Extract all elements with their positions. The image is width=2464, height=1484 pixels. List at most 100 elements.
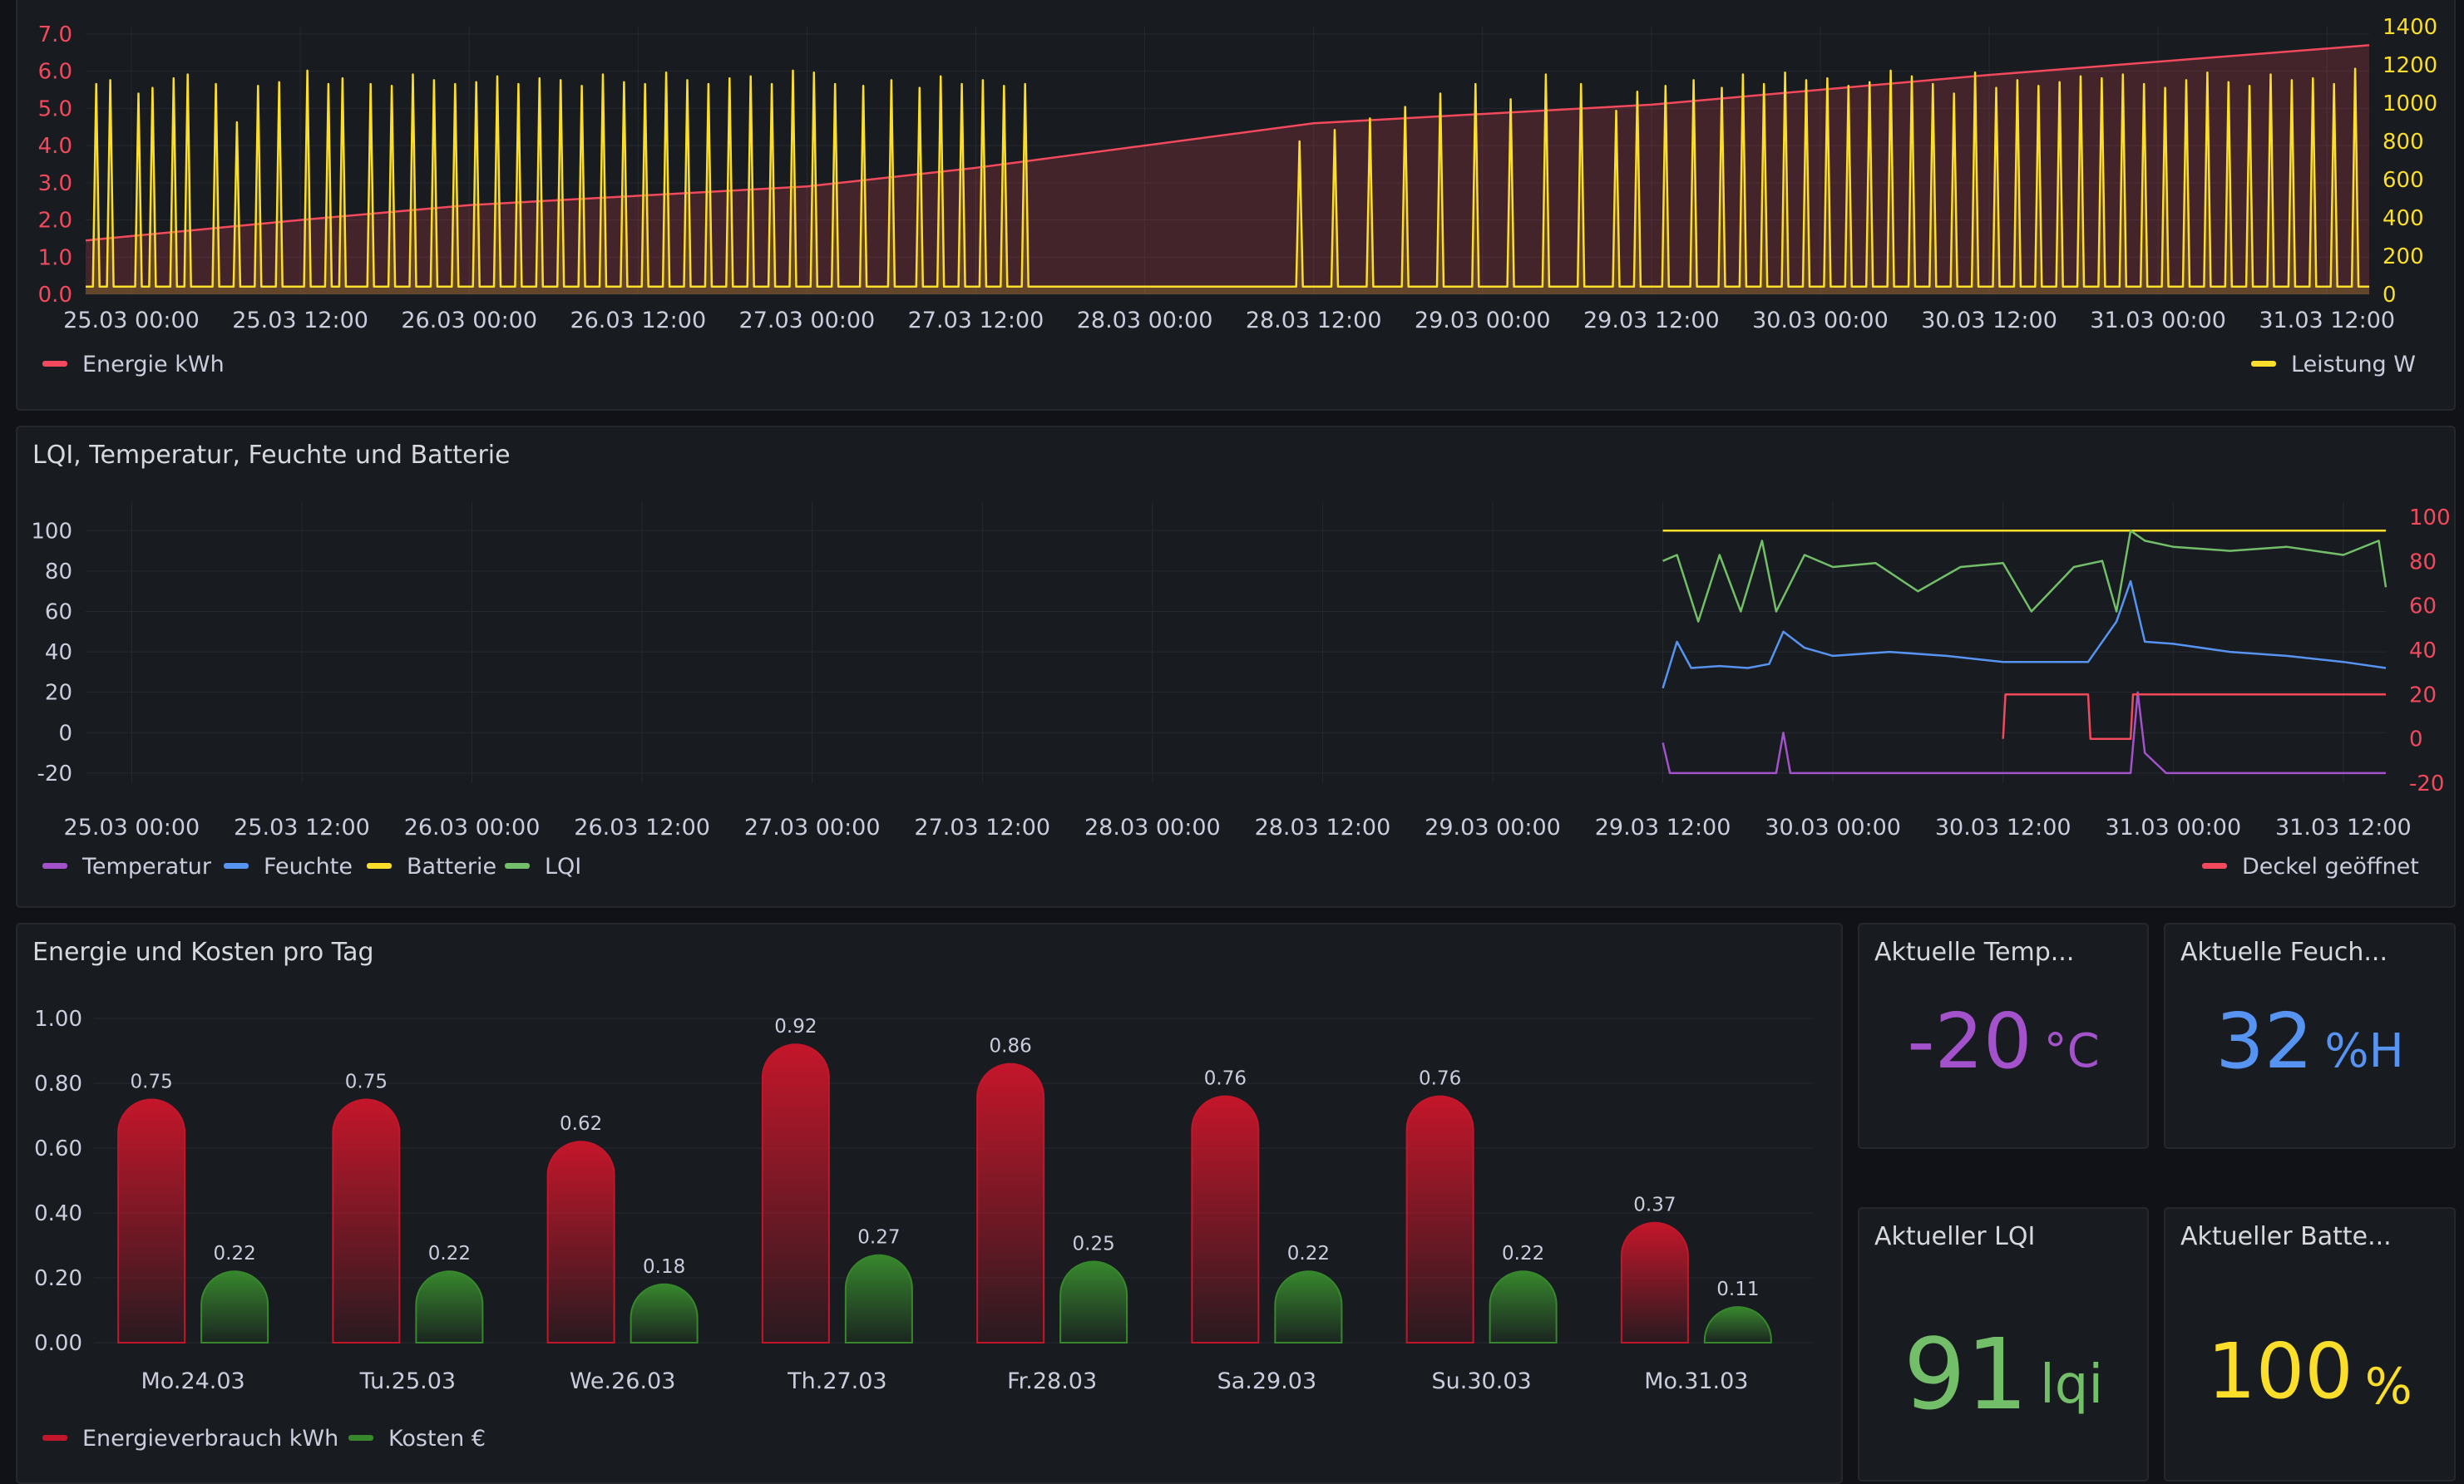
- lqi-chart: -20 0 20 40 60 80 100 -20 0 20 40 60 80 100 25.03 00:0…: [31, 502, 2451, 880]
- x-tick-label: 26.03 12:00: [574, 815, 710, 841]
- stat-title: Aktueller LQI: [1874, 1222, 2036, 1251]
- legend-label: Batterie: [407, 854, 496, 880]
- stat-value: 100: [2207, 1327, 2353, 1416]
- y-tick-label-left: -20: [37, 762, 72, 786]
- bar-value-label: 0.22: [214, 1243, 256, 1265]
- series-line: [1662, 691, 2386, 775]
- cost-bar: [1703, 1306, 1772, 1343]
- y-tick-label: 0.40: [34, 1201, 82, 1226]
- x-tick-label: 27.03 00:00: [744, 815, 881, 841]
- legend-label: Energieverbrauch kWh: [82, 1426, 338, 1452]
- x-tick-label: 28.03 12:00: [1255, 815, 1391, 841]
- bar-value-label: 0.22: [1502, 1243, 1544, 1265]
- bar-value-label: 0.18: [643, 1256, 685, 1278]
- energy-power-panel: 0.0 1.0 2.0 3.0 4.0 5.0 6.0 7.0 0 200 400 600 800 100…: [16, 0, 2456, 411]
- legend-swatch: [42, 1435, 67, 1441]
- x-tick-label: 29.03 00:00: [1425, 815, 1561, 841]
- lqi-panel: LQI, Temperatur, Feuchte und Batterie -2…: [16, 426, 2456, 908]
- x-tick-label: 31.03 12:00: [2259, 308, 2395, 333]
- y-tick-label-left: 100: [31, 519, 72, 544]
- cost-bar: [415, 1270, 484, 1343]
- y-tick-label-right: 200: [2383, 244, 2424, 269]
- stat-temperature: Aktuelle Temp... -20 °C: [1858, 923, 2149, 1149]
- x-tick-label: Tu.25.03: [359, 1368, 456, 1394]
- x-tick-label: 29.03 12:00: [1583, 308, 1720, 333]
- y-tick-label-left: 20: [45, 681, 72, 706]
- energy-line: [85, 44, 2370, 242]
- legend-label: Deckel geöffnet: [2242, 854, 2419, 880]
- bar-value-label: 0.62: [560, 1113, 602, 1135]
- y-tick-label-right: 1200: [2383, 53, 2437, 78]
- energy-bar: [761, 1043, 830, 1343]
- stat-battery: Aktueller Batte... 100 %: [2164, 1207, 2456, 1482]
- y-tick-label-right: 80: [2409, 550, 2437, 574]
- series-line: [1662, 579, 2387, 689]
- y-tick-label-left: 1.0: [38, 245, 72, 270]
- y-tick-label-left: 80: [45, 560, 72, 584]
- x-tick-label: We.26.03: [570, 1368, 676, 1394]
- y-tick-label-left: 0: [58, 721, 72, 746]
- stat-lqi: Aktueller LQI 91 lqi: [1858, 1207, 2149, 1482]
- energy-bar: [976, 1062, 1045, 1343]
- legend-label: Energie kWh: [82, 352, 225, 377]
- legend-label: LQI: [545, 854, 581, 880]
- x-tick-label: Fr.28.03: [1007, 1368, 1097, 1394]
- x-tick-label: Su.30.03: [1432, 1368, 1532, 1394]
- x-tick-label: 25.03 12:00: [232, 308, 368, 333]
- x-tick-label: 31.03 12:00: [2275, 815, 2412, 841]
- energy-bar: [332, 1098, 401, 1343]
- x-tick-label: 26.03 12:00: [570, 308, 706, 333]
- y-tick-label-left: 6.0: [38, 60, 72, 85]
- bar-value-label: 0.92: [774, 1016, 817, 1038]
- legend-label: Kosten €: [388, 1426, 486, 1452]
- x-tick-label: Mo.31.03: [1644, 1368, 1748, 1394]
- x-tick-label: 30.03 00:00: [1765, 815, 1901, 841]
- y-tick-label-right: 400: [2383, 206, 2424, 231]
- cost-bar: [1489, 1270, 1558, 1343]
- y-tick-label-right: 0: [2383, 283, 2397, 308]
- bar-value-label: 0.75: [345, 1072, 388, 1093]
- x-tick-label: 29.03 12:00: [1595, 815, 1731, 841]
- y-tick-label-left: 4.0: [38, 134, 72, 159]
- y-tick-label: 1.00: [34, 1007, 82, 1032]
- x-tick-label: 31.03 00:00: [2105, 815, 2241, 841]
- energy-bar: [546, 1141, 615, 1343]
- x-tick-label: Th.27.03: [787, 1368, 886, 1394]
- stat-title: Aktuelle Feuch...: [2180, 938, 2387, 967]
- y-tick-label-right: 60: [2409, 594, 2437, 619]
- energy-bar: [117, 1098, 186, 1343]
- x-tick-label: 30.03 12:00: [1935, 815, 2071, 841]
- daily-energy-panel: Energie und Kosten pro Tag 0.00 0.20 0.40 0…: [16, 923, 1843, 1484]
- x-tick-label: 25.03 00:00: [63, 308, 200, 333]
- legend-label: Leistung W: [2291, 352, 2416, 377]
- panel-title: Energie und Kosten pro Tag: [32, 938, 374, 967]
- y-tick-label-right: 600: [2383, 168, 2424, 193]
- legend-swatch: [2202, 863, 2227, 869]
- x-tick-label: 30.03 00:00: [1752, 308, 1889, 333]
- legend-swatch: [367, 863, 392, 869]
- y-tick-label: 0.00: [34, 1331, 82, 1356]
- y-tick-label-left: 3.0: [38, 171, 72, 196]
- stat-value: 91: [1903, 1317, 2028, 1432]
- y-tick-label-right: 20: [2409, 683, 2437, 707]
- y-tick-label-left: 0.0: [38, 283, 72, 308]
- x-tick-label: 28.03 12:00: [1246, 308, 1382, 333]
- cost-bar: [200, 1270, 269, 1343]
- bar-value-label: 0.37: [1633, 1195, 1676, 1216]
- y-tick-label-right: 40: [2409, 638, 2437, 663]
- stat-unit: lqi: [2039, 1354, 2104, 1416]
- y-tick-label-right: 800: [2383, 130, 2424, 155]
- cost-bar: [1059, 1260, 1128, 1343]
- cost-bar: [630, 1283, 699, 1343]
- x-tick-label: 25.03 12:00: [234, 815, 370, 841]
- y-tick-label-right: 1400: [2383, 15, 2437, 40]
- stat-title: Aktueller Batte...: [2180, 1222, 2392, 1251]
- stat-value: 32: [2215, 997, 2313, 1086]
- x-tick-label: 27.03 12:00: [908, 308, 1044, 333]
- x-tick-label: 30.03 12:00: [1921, 308, 2057, 333]
- x-tick-label: 26.03 00:00: [401, 308, 537, 333]
- y-tick-label-right: 1000: [2383, 91, 2437, 116]
- legend-label: Temperatur: [81, 854, 212, 880]
- energy-power-chart: 0.0 1.0 2.0 3.0 4.0 5.0 6.0 7.0 0 200 400 600 800 100…: [38, 15, 2438, 377]
- legend-label: Feuchte: [264, 854, 353, 880]
